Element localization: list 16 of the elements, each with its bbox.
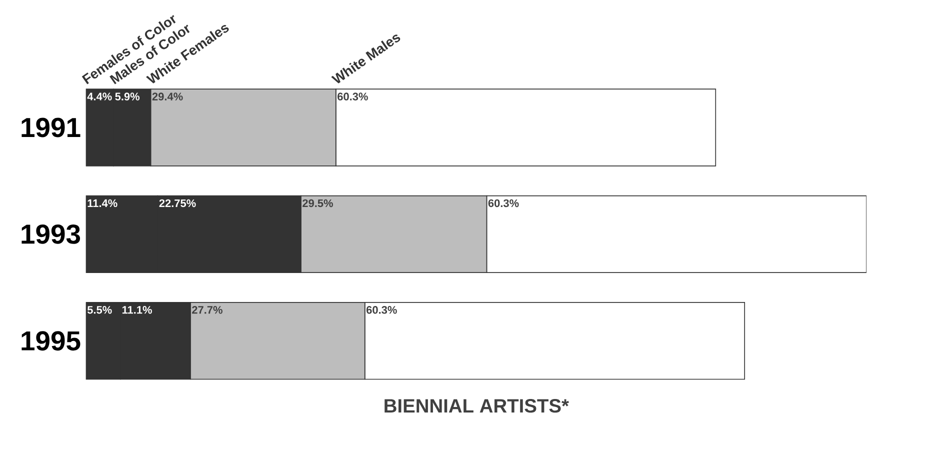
x-axis-title: BIENNIAL ARTISTS* xyxy=(384,399,569,413)
data-label: 22.75% xyxy=(159,200,196,208)
data-label: 60.3% xyxy=(338,92,368,101)
data-label: 60.3% xyxy=(488,200,519,208)
data-label: 29.5% xyxy=(302,200,333,208)
data-label: 11.4% xyxy=(88,200,118,208)
data-label: 5.9% xyxy=(115,92,140,101)
data-label: 29.4% xyxy=(152,92,183,101)
data-label: 27.7% xyxy=(192,306,222,314)
data-label: 5.5% xyxy=(87,306,112,314)
data-label: 60.3% xyxy=(366,306,397,314)
data-label: 11.1% xyxy=(122,306,152,314)
data-label: 4.4% xyxy=(87,92,112,101)
y-tick-label: 1993 xyxy=(22,224,80,244)
y-tick-label: 1995 xyxy=(22,331,80,351)
y-tick-label: 1991 xyxy=(22,118,80,138)
